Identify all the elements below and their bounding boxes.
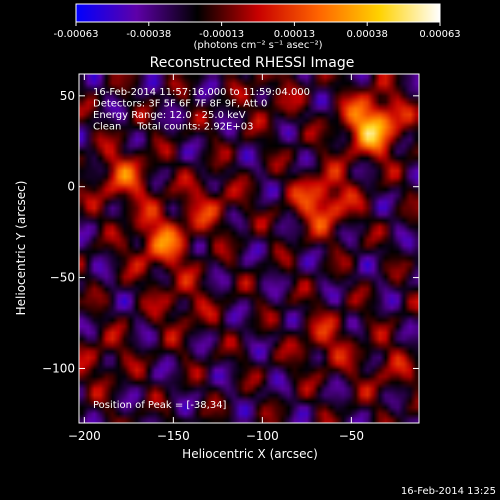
plot-area: −200 −150 −100 −50 −100 −50 0 50: [42, 73, 420, 443]
chart-title: Reconstructed RHESSI Image: [150, 55, 355, 71]
x-tick-label: −50: [339, 429, 364, 443]
colorbar-ticks: -0.00063 -0.00038 -0.00013 0.00013 0.00038 0.…: [54, 22, 461, 40]
y-tick-label: 0: [67, 180, 75, 194]
plot-frame: [78, 73, 420, 424]
x-axis-ticks: −200 −150 −100 −50: [68, 74, 364, 443]
y-tick-label: 50: [60, 89, 75, 103]
colorbar-tick-label: -0.00013: [199, 29, 244, 40]
info-line: Detectors: 3F 5F 6F 7F 8F 9F, Att 0: [93, 99, 267, 110]
x-tick-label: −150: [157, 429, 190, 443]
colorbar-tick-label: 0.00038: [347, 29, 388, 40]
footer-timestamp: 16-Feb-2014 13:25: [401, 486, 496, 497]
peak-position-text: Position of Peak = [-38,34]: [93, 400, 227, 411]
y-tick-label: −100: [42, 361, 75, 375]
info-line: Clean Total counts: 2.92E+03: [93, 122, 253, 133]
colorbar-tick-label: -0.00038: [126, 29, 171, 40]
colorbar-tick-label: 0.00013: [274, 29, 315, 40]
colorbar-tick-label: -0.00063: [54, 29, 99, 40]
y-axis-ticks: −100 −50 0 50: [42, 89, 419, 375]
x-axis-label: Heliocentric X (arcsec): [182, 447, 318, 461]
y-axis-label: Heliocentric Y (arcsec): [14, 181, 28, 316]
info-line: Energy Range: 12.0 - 25.0 keV: [93, 110, 246, 121]
x-tick-label: −200: [68, 429, 101, 443]
x-tick-label: −100: [246, 429, 279, 443]
observation-info: 16-Feb-2014 11:57:16.000 to 11:59:04.000…: [93, 87, 310, 133]
colorbar-strip: [75, 3, 441, 23]
colorbar-tick-label: 0.00063: [419, 29, 460, 40]
colorbar-unit-label: (photons cm⁻² s⁻¹ asec⁻²): [193, 40, 322, 51]
y-tick-label: −50: [50, 271, 75, 285]
colorbar: -0.00063 -0.00038 -0.00013 0.00013 0.00038 0.…: [54, 3, 461, 51]
heatmap-image: [79, 74, 419, 423]
info-line: 16-Feb-2014 11:57:16.000 to 11:59:04.000: [93, 87, 310, 98]
